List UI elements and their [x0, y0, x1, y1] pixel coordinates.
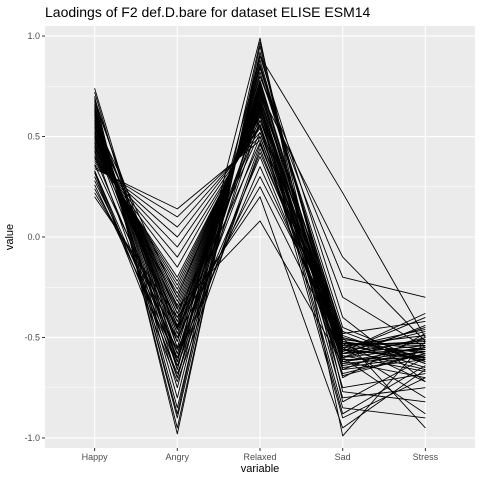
- x-tick-label: Sad: [335, 452, 351, 462]
- series-line: [94, 109, 426, 419]
- series-line: [94, 55, 426, 371]
- series-line: [94, 128, 426, 369]
- series-line: [94, 41, 426, 415]
- series-line: [94, 144, 426, 375]
- series-line: [94, 136, 426, 363]
- series-line: [94, 45, 426, 435]
- x-tick-label: Angry: [166, 452, 190, 462]
- series-line: [94, 126, 426, 365]
- series-line: [94, 71, 426, 371]
- y-tick-label: -0.5: [24, 332, 40, 342]
- series-line: [94, 115, 426, 377]
- series-line: [94, 111, 426, 365]
- y-tick-label: 1.0: [27, 31, 40, 41]
- y-tick-label: 0.5: [27, 132, 40, 142]
- x-tick-label: Happy: [82, 452, 109, 462]
- series-lines: [94, 37, 426, 437]
- series-line: [94, 136, 426, 371]
- series-line: [94, 140, 426, 375]
- x-axis: Happy Angry Relaxed Sad Stress: [82, 448, 439, 462]
- series-line: [94, 105, 426, 363]
- x-axis-title: variable: [241, 463, 280, 475]
- series-line: [94, 99, 426, 352]
- y-tick-label: 0.0: [27, 232, 40, 242]
- series-line: [94, 103, 426, 371]
- series-line: [94, 59, 426, 409]
- x-tick-label: Stress: [413, 452, 439, 462]
- series-line: [94, 166, 426, 359]
- series-line: [94, 124, 426, 359]
- series-line: [94, 51, 426, 429]
- chart-title: Laodings of F2 def.D.bare for dataset EL…: [45, 4, 371, 20]
- y-axis-title: value: [4, 224, 16, 250]
- y-axis: -1.0 -0.5 0.0 0.5 1.0: [24, 31, 45, 443]
- x-tick-label: Relaxed: [243, 452, 276, 462]
- y-tick-label: -1.0: [24, 433, 40, 443]
- series-line: [94, 95, 426, 379]
- series-line: [94, 91, 426, 342]
- series-line: [94, 122, 426, 359]
